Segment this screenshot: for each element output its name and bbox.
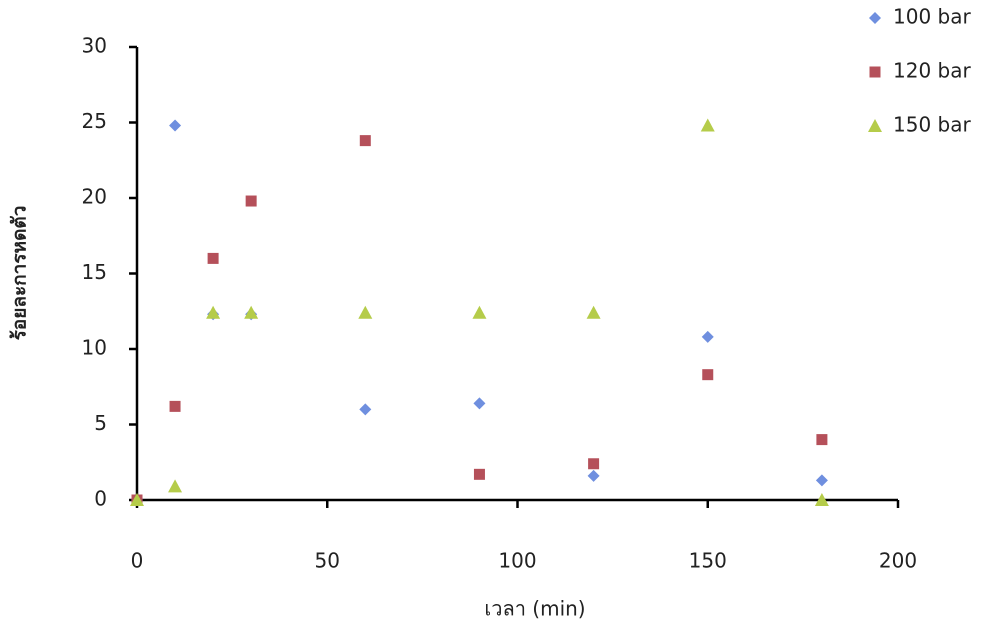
data-point: [246, 196, 257, 207]
data-point: [816, 434, 827, 445]
legend-label: 120 bar: [893, 59, 971, 83]
data-point: [588, 470, 600, 482]
data-point: [473, 397, 485, 409]
data-point: [169, 120, 181, 132]
legend-label: 100 bar: [893, 5, 971, 29]
y-tick-label: 15: [82, 260, 107, 284]
y-tick-label: 5: [94, 411, 107, 435]
x-tick-label: 200: [879, 549, 917, 573]
data-point: [358, 306, 372, 319]
x-tick-label: 0: [131, 549, 144, 573]
y-tick-label: 25: [82, 109, 107, 133]
x-tick-label: 50: [315, 549, 340, 573]
data-point: [168, 479, 182, 492]
y-tick-label: 0: [94, 487, 107, 511]
legend-marker: [870, 67, 881, 78]
data-point: [208, 253, 219, 264]
y-axis-label: ร้อยละการหดตัว: [9, 206, 31, 341]
y-tick-label: 30: [82, 34, 107, 58]
data-point: [702, 369, 713, 380]
chart: เวลา (min) ร้อยละการหดตัว 0 5 10 15 20 25 30 0 5…: [0, 0, 993, 629]
x-tick-label: 150: [689, 549, 727, 573]
data-point: [360, 135, 371, 146]
data-point: [474, 469, 485, 480]
data-point: [244, 306, 258, 319]
data-point: [472, 306, 486, 319]
data-point: [588, 458, 599, 469]
data-point: [587, 306, 601, 319]
data-point: [170, 401, 181, 412]
data-point: [816, 474, 828, 486]
data-point: [359, 403, 371, 415]
x-axis-label: เวลา (min): [484, 597, 585, 621]
legend-marker: [868, 119, 882, 132]
data-point: [701, 119, 715, 132]
y-tick-label: 20: [82, 185, 107, 209]
x-tick-label: 100: [498, 549, 536, 573]
data-point: [206, 306, 220, 319]
data-point: [702, 331, 714, 343]
legend-marker: [869, 12, 881, 24]
legend-label: 150 bar: [893, 113, 971, 137]
y-tick-label: 10: [82, 336, 107, 360]
